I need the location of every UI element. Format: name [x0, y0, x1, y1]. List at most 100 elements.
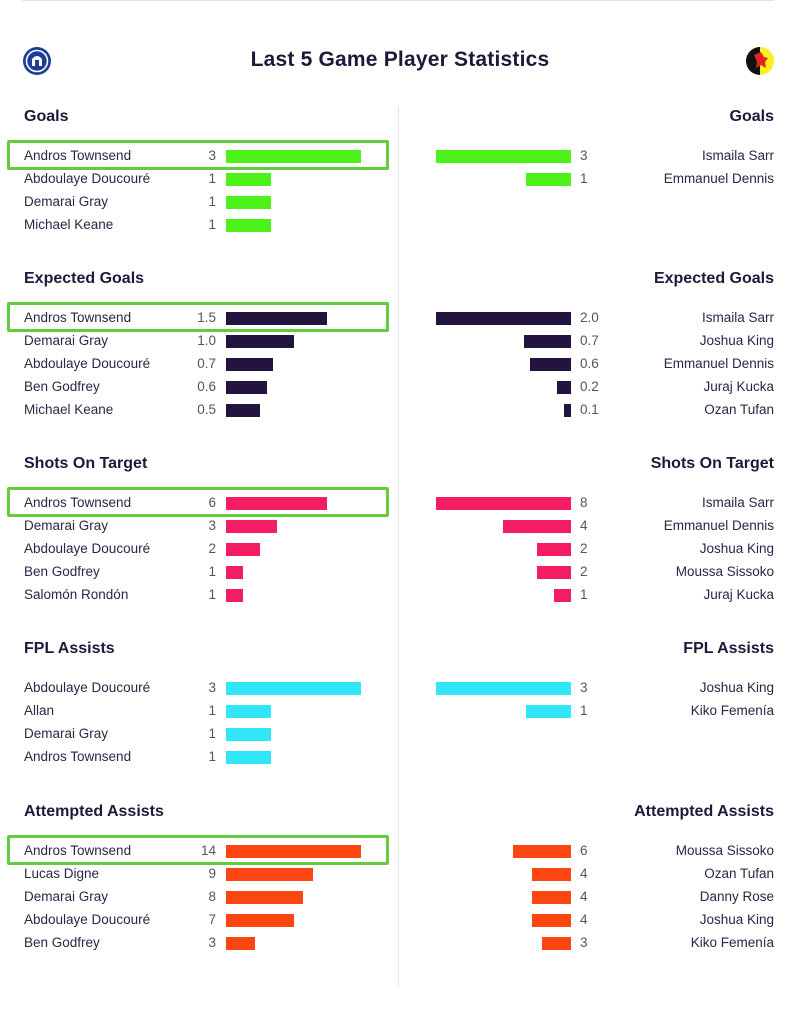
stat-value: 1: [580, 171, 588, 187]
stat-bar: [226, 914, 294, 928]
player-name: Emmanuel Dennis: [663, 518, 774, 534]
stat-value: 3: [580, 680, 588, 695]
player-name: Allan: [24, 703, 55, 719]
stat-value: 1: [580, 587, 588, 603]
stat-bar: [226, 219, 271, 233]
player-name: Abdoulaye Doucouré: [24, 541, 151, 557]
player-name: Andros Townsend: [24, 843, 132, 858]
player-name: Moussa Sissoko: [675, 564, 774, 580]
section-title: Shots On Target: [650, 455, 774, 472]
stat-bar: [226, 150, 361, 163]
stat-value: 1: [208, 564, 216, 580]
player-name: Juraj Kucka: [703, 379, 774, 395]
stat-bar: [226, 404, 260, 418]
stat-bar: [436, 150, 571, 163]
section-title: Goals: [24, 108, 69, 125]
stat-value: 1: [208, 587, 216, 603]
stat-value: 0.7: [197, 356, 216, 372]
stat-bar: [513, 845, 571, 858]
player-name: Abdoulaye Doucouré: [24, 356, 151, 372]
stat-bar: [226, 381, 267, 395]
stat-value: 1: [208, 703, 216, 719]
stat-bar: [554, 589, 571, 603]
highlight-box: [7, 835, 389, 865]
player-name: Demarai Gray: [24, 889, 109, 905]
player-name: Andros Townsend: [24, 749, 132, 765]
player-name: Ozan Tufan: [704, 402, 774, 418]
stat-bar: [226, 682, 361, 695]
stat-bar: [532, 891, 571, 905]
section-title: FPL Assists: [683, 640, 774, 657]
player-name: Ben Godfrey: [24, 564, 100, 580]
stat-bar: [436, 497, 571, 510]
stat-value: 1: [208, 726, 216, 742]
stat-bar: [526, 173, 571, 187]
player-name: Andros Townsend: [24, 310, 132, 325]
highlight-box: [7, 302, 389, 332]
highlight-box: [7, 140, 389, 170]
stat-value: 9: [208, 866, 216, 882]
stat-bar: [226, 566, 243, 580]
stat-value: 1: [208, 749, 216, 765]
stat-bar: [530, 358, 571, 372]
stat-bar: [226, 589, 243, 603]
stat-bar: [226, 520, 277, 534]
player-name: Ozan Tufan: [704, 866, 774, 882]
player-name: Joshua King: [699, 541, 774, 557]
player-name: Michael Keane: [24, 217, 114, 233]
player-name: Abdoulaye Doucouré: [24, 912, 151, 928]
stat-value: 7: [208, 912, 216, 928]
stat-value: 1: [208, 171, 216, 187]
stat-bar: [226, 173, 271, 187]
player-name: Demarai Gray: [24, 194, 109, 210]
player-name: Ismaila Sarr: [701, 495, 774, 510]
section-title: Shots On Target: [24, 455, 148, 472]
stat-bar: [226, 543, 260, 557]
stat-value: 8: [580, 495, 588, 510]
stat-bar: [524, 335, 571, 349]
stat-bar: [436, 682, 571, 695]
stat-value: 3: [208, 680, 216, 695]
section-title: Attempted Assists: [634, 803, 774, 820]
section-title: FPL Assists: [24, 640, 115, 657]
section-title: Goals: [729, 108, 774, 125]
stat-value: 3: [580, 148, 588, 163]
stat-bar: [564, 404, 571, 418]
player-name: Ismaila Sarr: [701, 148, 774, 163]
stat-value: 4: [580, 866, 588, 882]
page-title: Last 5 Game Player Statistics: [250, 48, 550, 71]
stat-value: 6: [580, 843, 588, 858]
stat-bar: [226, 335, 294, 349]
stat-value: 3: [208, 935, 216, 951]
stat-bar: [226, 937, 255, 951]
stat-value: 0.2: [580, 379, 599, 395]
player-name: Ismaila Sarr: [701, 310, 774, 325]
stat-value: 0.5: [197, 402, 216, 418]
section-title: Expected Goals: [653, 270, 774, 287]
header: Last 5 Game Player Statistics: [0, 40, 800, 84]
stat-value: 0.6: [580, 356, 599, 372]
stat-value: 1: [208, 217, 216, 233]
stat-bar: [503, 520, 571, 534]
player-name: Salomón Rondón: [24, 587, 129, 603]
player-name: Ben Godfrey: [24, 935, 100, 951]
everton-crest-icon: [23, 47, 51, 75]
stat-bar: [532, 868, 571, 882]
stat-value: 2: [580, 541, 588, 557]
stat-value: 8: [208, 889, 216, 905]
stat-bar: [226, 312, 327, 325]
player-name: Moussa Sissoko: [675, 843, 774, 858]
stat-value: 0.6: [197, 379, 216, 395]
player-name: Joshua King: [699, 680, 774, 695]
stat-bar: [226, 891, 303, 905]
player-name: Michael Keane: [24, 402, 114, 418]
player-name: Demarai Gray: [24, 333, 109, 349]
stat-value: 3: [208, 518, 216, 534]
section-title: Attempted Assists: [24, 803, 164, 820]
player-name: Joshua King: [699, 912, 774, 928]
stat-bar: [226, 751, 271, 765]
stat-value: 4: [580, 889, 588, 905]
player-name: Demarai Gray: [24, 726, 109, 742]
stat-bar: [526, 705, 571, 719]
